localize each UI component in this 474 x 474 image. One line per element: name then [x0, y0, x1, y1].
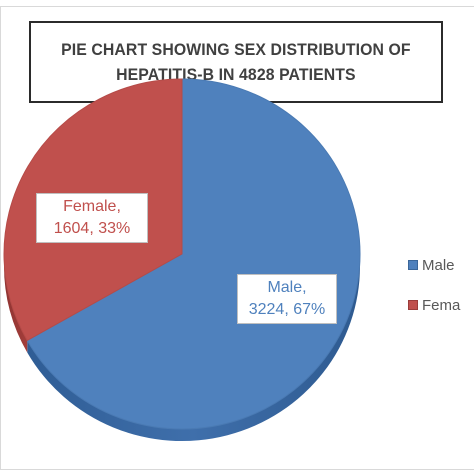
slice-label-female-line-1: Female,: [63, 198, 121, 215]
legend-item-female: Fema: [408, 295, 460, 315]
slice-label-female: Female, 1604, 33%: [36, 193, 148, 243]
chart-title: PIE CHART SHOWING SEX DISTRIBUTION OF HE…: [61, 40, 411, 84]
pie-slice-female-side: [4, 254, 28, 353]
chart-border-bottom: [0, 469, 474, 470]
chart-border-top: [0, 6, 474, 7]
legend-swatch-female: [408, 300, 418, 310]
legend-item-male: Male: [408, 255, 460, 275]
slice-label-male: Male, 3224, 67%: [237, 274, 337, 324]
legend-label-female: Fema: [422, 296, 461, 314]
slice-label-female-line-2: 1604, 33%: [53, 220, 131, 237]
legend-label-male: Male: [422, 256, 455, 274]
chart-legend: Male Fema: [408, 255, 460, 335]
chart-title-box: PIE CHART SHOWING SEX DISTRIBUTION OF HE…: [29, 21, 443, 103]
chart-border-left: [0, 6, 1, 470]
pie-slice-male: [26, 78, 361, 430]
slice-label-male-line-2: 3224, 67%: [248, 301, 326, 318]
slice-label-male-line-1: Male,: [267, 279, 307, 296]
legend-swatch-male: [408, 260, 418, 270]
